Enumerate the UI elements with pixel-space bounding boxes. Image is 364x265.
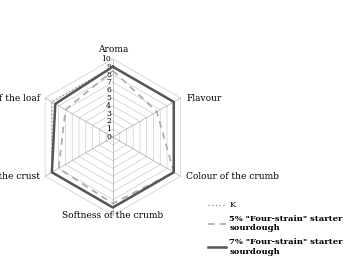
Text: 6: 6 xyxy=(106,86,111,94)
Text: 10: 10 xyxy=(101,55,111,63)
Text: 8: 8 xyxy=(106,70,111,78)
Text: 7: 7 xyxy=(106,78,111,86)
Text: Colour of the crust: Colour of the crust xyxy=(0,172,40,181)
Text: 9: 9 xyxy=(106,63,111,71)
Text: Softness of the crumb: Softness of the crumb xyxy=(62,211,163,220)
Text: 3: 3 xyxy=(106,110,111,118)
Text: Aroma: Aroma xyxy=(98,45,128,54)
Legend: K, 5% "Four-strain" starter
sourdough, 7% "Four-strain" starter
sourdough: K, 5% "Four-strain" starter sourdough, 7… xyxy=(207,201,343,255)
Text: 1: 1 xyxy=(106,125,111,133)
Text: 0: 0 xyxy=(106,133,111,141)
Text: 5: 5 xyxy=(106,94,111,102)
Text: Colour of the crumb: Colour of the crumb xyxy=(186,172,279,181)
Text: Volume of the loaf: Volume of the loaf xyxy=(0,94,40,103)
Text: Flavour: Flavour xyxy=(186,94,221,103)
Text: 2: 2 xyxy=(106,117,111,125)
Text: 4: 4 xyxy=(106,102,111,110)
